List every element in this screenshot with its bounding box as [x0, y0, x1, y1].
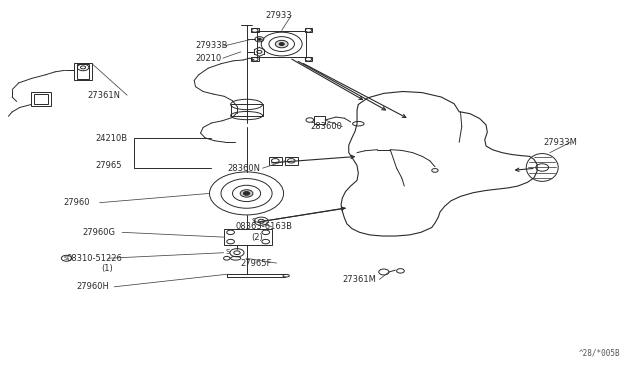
Text: 27361N: 27361N: [87, 91, 120, 100]
Circle shape: [279, 42, 284, 45]
Text: 27960: 27960: [63, 198, 90, 207]
Bar: [251, 29, 259, 32]
Circle shape: [257, 38, 261, 40]
Bar: [269, 157, 282, 164]
Bar: [251, 57, 259, 61]
Text: 27960G: 27960G: [83, 228, 115, 237]
Bar: [74, 62, 92, 80]
Text: ^28/*005B: ^28/*005B: [579, 348, 620, 357]
Bar: [230, 104, 262, 116]
Text: S: S: [225, 249, 230, 255]
Text: (1): (1): [102, 264, 113, 273]
Text: S: S: [64, 256, 68, 261]
Bar: [285, 157, 298, 164]
Text: 27933B: 27933B: [195, 41, 228, 51]
Bar: [257, 31, 306, 57]
Bar: [77, 64, 89, 78]
Text: (2): (2): [252, 232, 264, 242]
Text: 28360N: 28360N: [227, 164, 260, 173]
Text: S: S: [252, 218, 256, 224]
Text: 08310-51226: 08310-51226: [67, 254, 122, 263]
Circle shape: [243, 192, 250, 195]
Text: 283600: 283600: [310, 122, 342, 131]
Text: 27933M: 27933M: [543, 138, 577, 147]
Circle shape: [240, 190, 253, 197]
Text: 08363-6163B: 08363-6163B: [236, 222, 292, 231]
Bar: [305, 57, 312, 61]
Text: 27361M: 27361M: [342, 275, 376, 284]
Bar: [314, 116, 325, 124]
Bar: [34, 94, 48, 104]
Text: 27933: 27933: [266, 11, 292, 20]
Text: 20210: 20210: [195, 54, 221, 62]
Text: 24210B: 24210B: [95, 134, 127, 144]
Text: 27965: 27965: [95, 161, 122, 170]
Bar: [305, 29, 312, 32]
Text: 27965F: 27965F: [240, 259, 271, 267]
Circle shape: [275, 40, 288, 48]
Bar: [224, 229, 272, 245]
Text: 27960H: 27960H: [76, 282, 109, 291]
Bar: [31, 92, 51, 106]
